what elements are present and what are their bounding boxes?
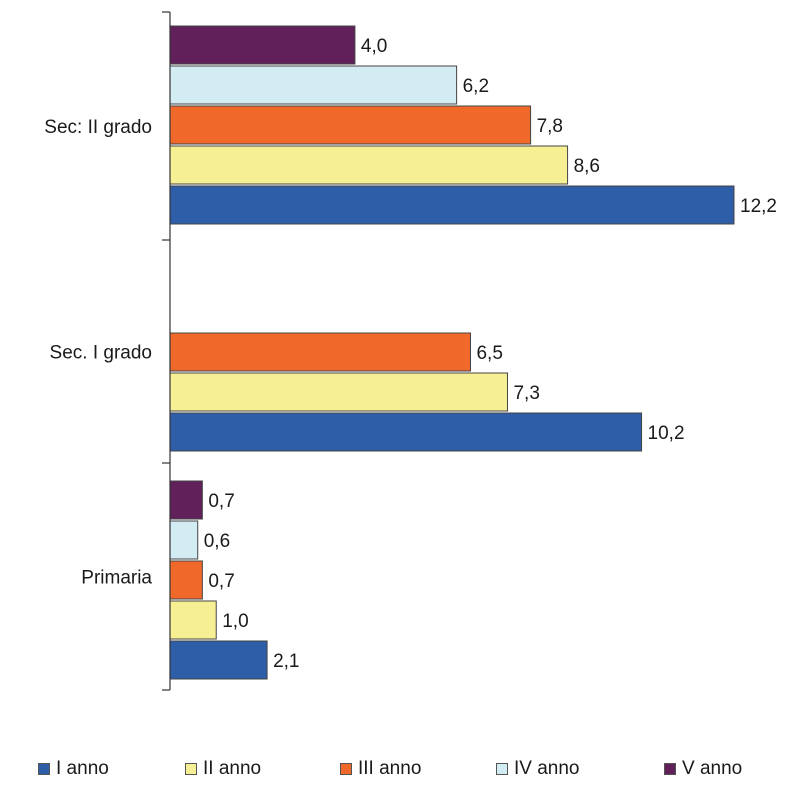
legend-swatch — [38, 763, 50, 775]
data-label: 10,2 — [648, 423, 685, 444]
legend-label: IV anno — [514, 758, 580, 779]
labels-layer: 12,2 8,6 7,8 6,2 4,0 Sec: II grado 10,2 7,3 6,5 S… — [44, 36, 777, 672]
y-axis — [162, 11, 171, 691]
bar — [169, 105, 532, 145]
legend-label: I anno — [56, 758, 109, 779]
data-label: 6,5 — [476, 343, 502, 364]
legend-item: V anno — [664, 758, 742, 780]
legend-label: II anno — [203, 758, 262, 779]
bar — [169, 640, 268, 680]
bar — [169, 185, 735, 225]
category-label: Sec. I grado — [50, 343, 152, 364]
data-label: 8,6 — [574, 156, 600, 177]
category-label: Sec: II grado — [44, 117, 152, 138]
bar — [169, 520, 199, 560]
bar — [169, 372, 508, 412]
bar — [169, 25, 356, 65]
data-label: 12,2 — [740, 196, 777, 217]
data-label: 7,8 — [537, 116, 563, 137]
legend-label: V anno — [682, 758, 743, 779]
bar — [169, 412, 643, 452]
bar-chart: 12,2 8,6 7,8 6,2 4,0 Sec: II grado 10,2 7,3 6,5 S… — [44, 11, 777, 691]
data-label: 0,7 — [208, 571, 234, 592]
legend: I anno II anno III anno IV anno V anno — [0, 758, 794, 788]
legend-swatch — [664, 763, 676, 775]
legend-item: I anno — [38, 758, 109, 780]
legend-swatch — [340, 763, 352, 775]
legend-swatch — [496, 763, 508, 775]
data-label: 6,2 — [463, 76, 489, 97]
data-label: 4,0 — [361, 36, 387, 57]
legend-swatch — [185, 763, 197, 775]
category-label: Primaria — [81, 568, 152, 589]
bar — [169, 480, 203, 520]
legend-item: IV anno — [496, 758, 580, 780]
data-label: 0,6 — [204, 531, 230, 552]
bar — [169, 145, 569, 185]
data-label: 2,1 — [273, 651, 299, 672]
bar — [169, 332, 471, 372]
data-label: 7,3 — [513, 383, 539, 404]
data-label: 0,7 — [208, 491, 234, 512]
bar — [169, 600, 217, 640]
bar — [169, 65, 458, 105]
bar — [169, 560, 203, 600]
legend-item: II anno — [185, 758, 261, 780]
bars-layer — [169, 25, 735, 680]
legend-label: III anno — [358, 758, 422, 779]
legend-item: III anno — [340, 758, 421, 780]
data-label: 1,0 — [222, 611, 248, 632]
